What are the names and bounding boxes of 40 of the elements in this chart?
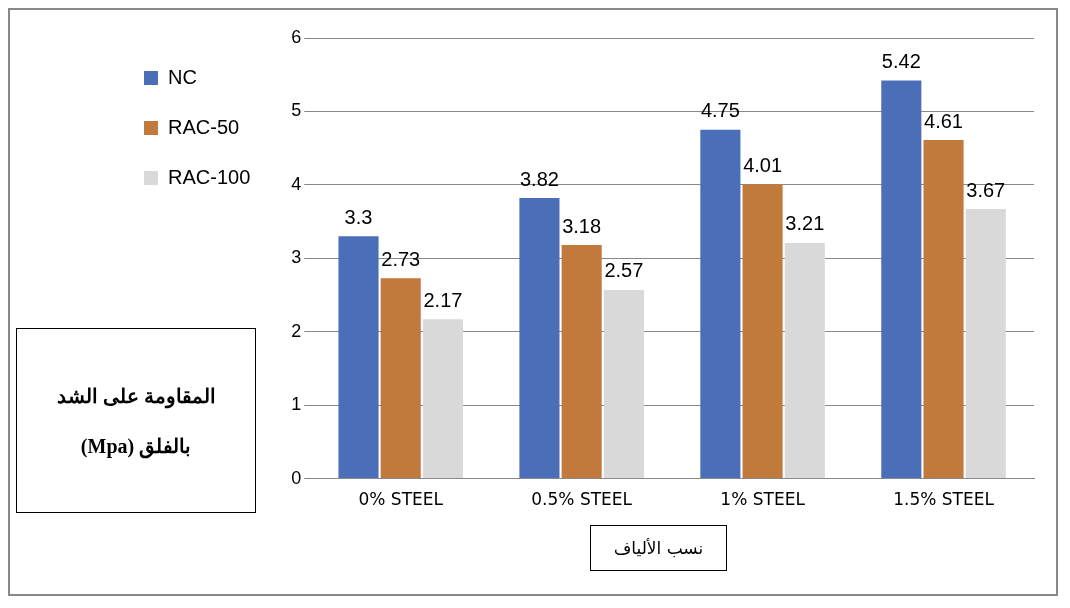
x-tick-label: 1.5% STEEL <box>893 489 995 510</box>
data-label: 4.75 <box>700 99 740 122</box>
bar <box>742 184 783 479</box>
y-tick-label: 6 <box>291 26 302 47</box>
data-label: 3.82 <box>519 167 559 190</box>
y-tick-label: 4 <box>291 173 302 194</box>
bar <box>784 242 825 479</box>
y-tick-label: 1 <box>291 394 302 415</box>
y-tick-label: 2 <box>291 320 302 341</box>
data-label: 3.67 <box>966 178 1006 201</box>
x-axis-title: نسب الألياف <box>590 525 727 571</box>
data-label: 5.42 <box>881 50 921 73</box>
bar <box>422 319 463 479</box>
bar <box>603 289 644 479</box>
legend-label: RAC-50 <box>168 115 240 138</box>
bar <box>561 245 602 479</box>
data-label: 2.57 <box>604 259 644 282</box>
data-label: 3.3 <box>344 205 373 228</box>
y-tick-label: 5 <box>291 100 302 121</box>
data-label: 4.61 <box>924 109 963 132</box>
y-tick-label: 0 <box>291 467 302 488</box>
data-label: 3.21 <box>785 212 825 235</box>
data-label: 4.01 <box>743 153 783 176</box>
text: المقاومة على الشد بالفلق (Mpa) <box>56 384 216 457</box>
bar <box>881 80 922 479</box>
bar <box>338 236 379 479</box>
data-label: 3.18 <box>562 214 602 237</box>
data-label: 2.17 <box>423 288 463 311</box>
x-tick-label: 0.5% STEEL <box>531 489 633 510</box>
bar <box>965 209 1006 479</box>
bar <box>519 198 560 479</box>
x-tick-label: 1% STEEL <box>720 489 806 510</box>
legend-label: NC <box>168 65 197 88</box>
legend-label: RAC-100 <box>168 165 251 188</box>
y-tick-label: 3 <box>291 247 302 268</box>
bar <box>923 140 964 479</box>
bar <box>700 129 741 479</box>
x-tick-label: 0% STEEL <box>358 489 444 510</box>
data-label: 2.73 <box>381 247 421 270</box>
bar <box>380 278 421 479</box>
